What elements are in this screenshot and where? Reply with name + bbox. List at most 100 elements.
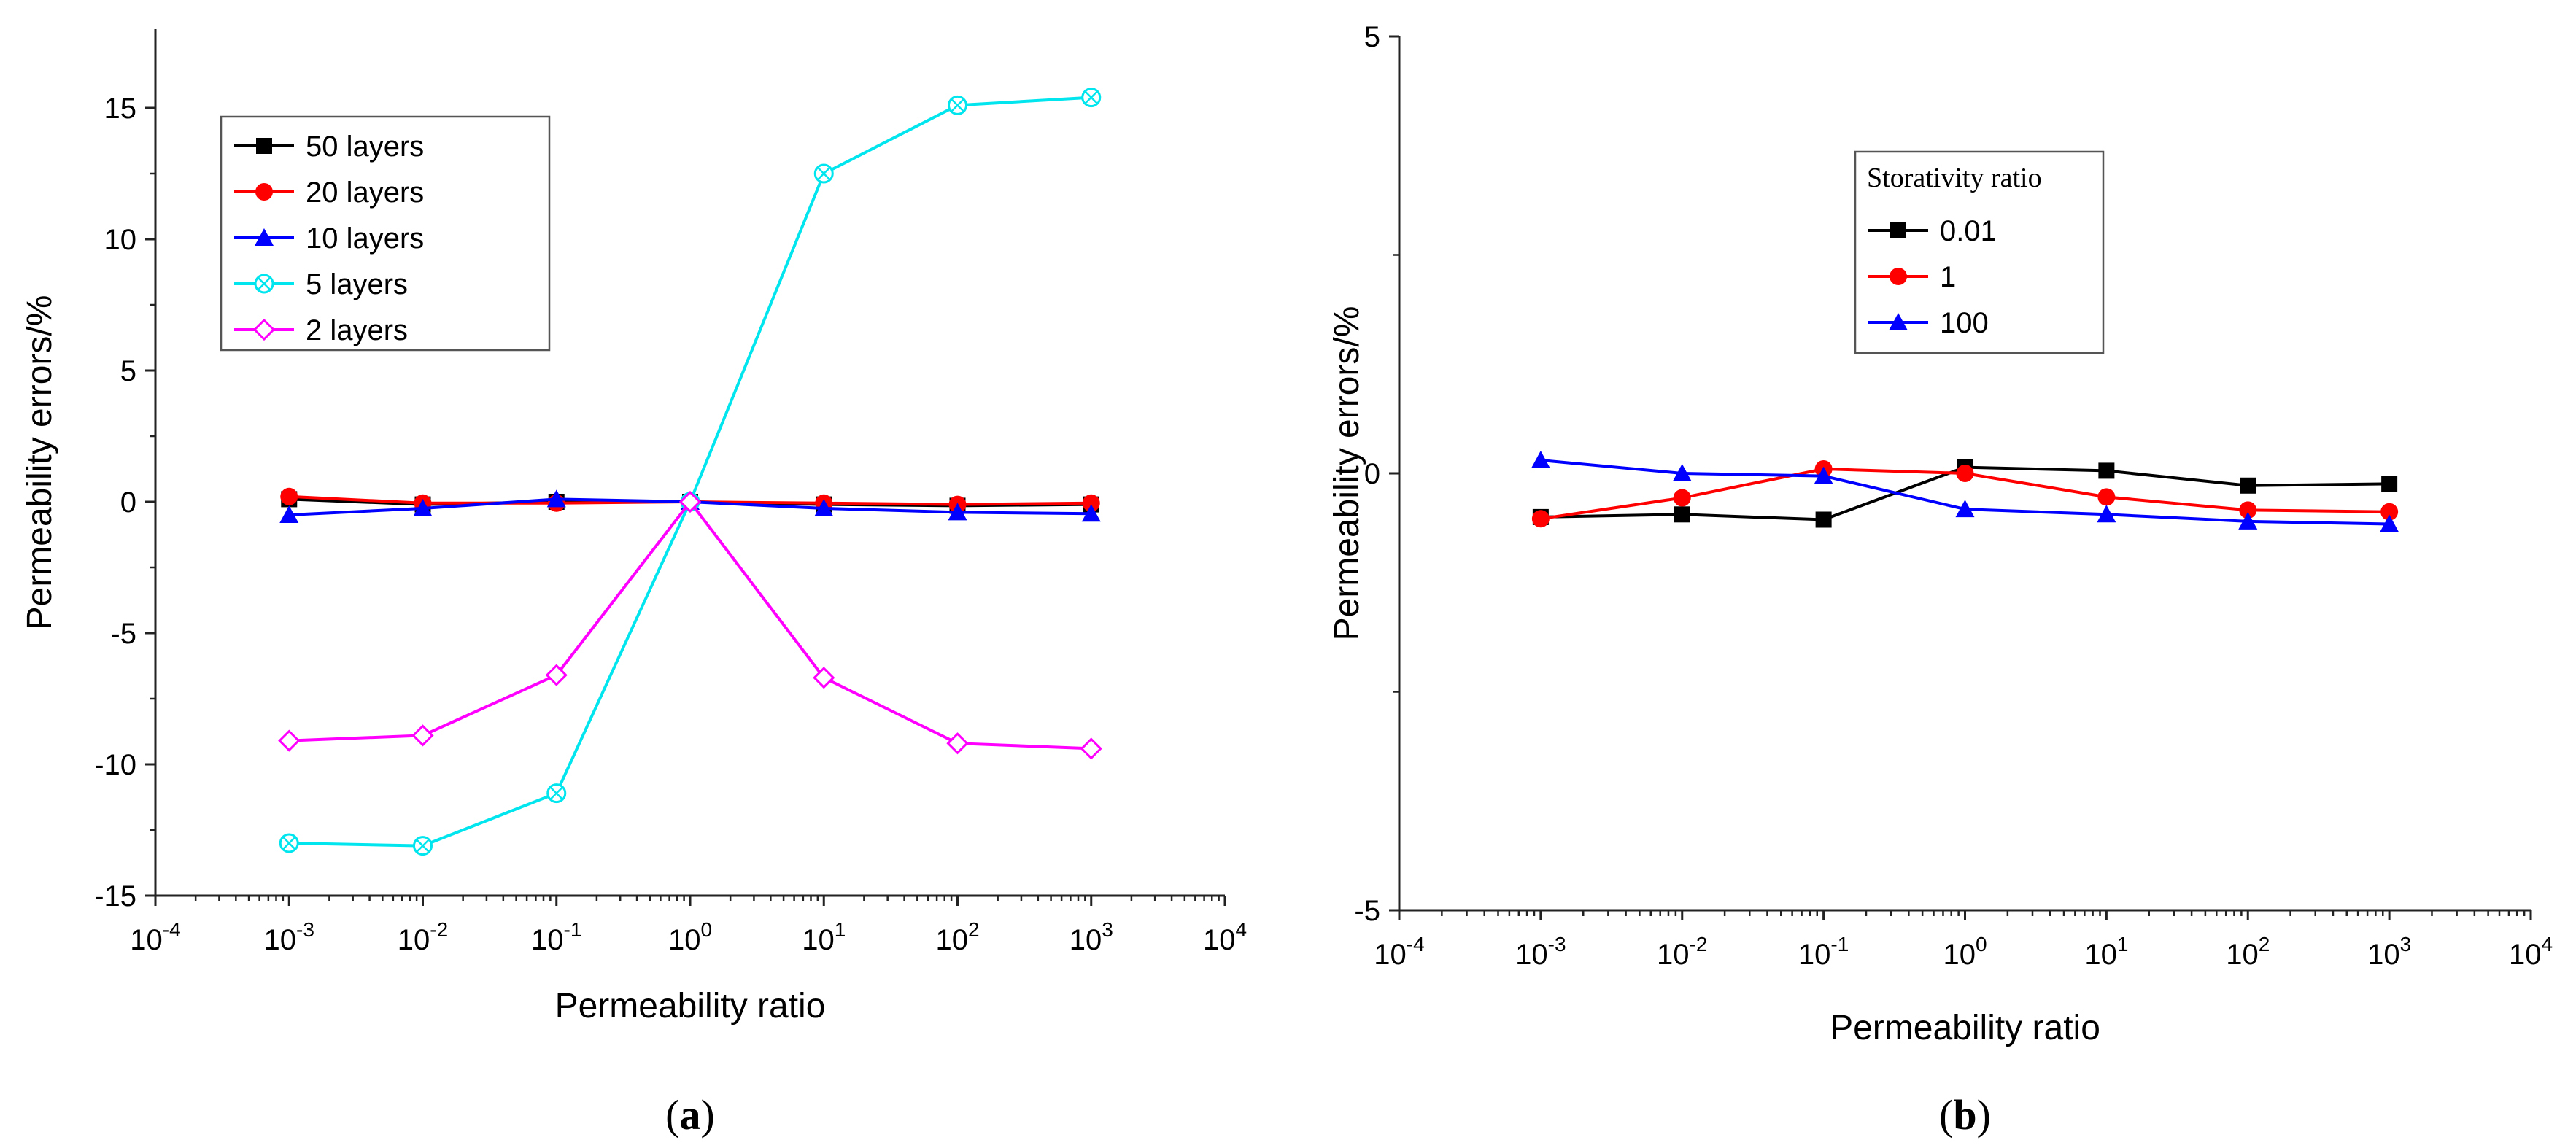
- x-tick-label: 104: [2509, 933, 2553, 971]
- chart-panel-a: 10-4 10-3 10-2 10-1 100 101 102 103 104-15-10-50…: [20, 29, 1247, 1139]
- x-tick-label: 100: [668, 918, 712, 956]
- y-tick-label: 5: [1364, 21, 1380, 53]
- panel-label: (a): [665, 1091, 715, 1139]
- x-tick-label: 101: [802, 918, 846, 956]
- data-point: [678, 490, 702, 513]
- x-tick-label: 10-2: [398, 918, 448, 956]
- y-tick-label: 15: [104, 93, 137, 125]
- x-tick-exponent: 0: [700, 918, 712, 941]
- data-point: [279, 505, 299, 523]
- legend-label: 20 layers: [306, 177, 424, 209]
- legend-marker: [254, 274, 274, 294]
- x-tick-label: 100: [1943, 933, 1987, 971]
- data-point: [2239, 501, 2257, 519]
- data-point: [948, 503, 967, 521]
- data-point: [1673, 489, 1691, 507]
- legend-label: 5 layers: [306, 268, 408, 300]
- data-point: [2238, 511, 2258, 530]
- data-point: [1531, 510, 1550, 528]
- panel-label-paren-open: (: [1939, 1091, 1953, 1139]
- x-tick-exponent: 4: [1235, 918, 1247, 941]
- data-point: [1814, 466, 1833, 484]
- y-tick-label: 0: [120, 486, 136, 519]
- data-point: [1081, 504, 1101, 522]
- x-tick-exponent: -3: [1548, 933, 1566, 955]
- data-point: [413, 499, 433, 516]
- y-axis-title: Permeability errors/%: [1328, 306, 1366, 641]
- data-point: [2097, 488, 2116, 506]
- x-tick-base: 10: [1070, 924, 1102, 956]
- legend-marker: [256, 138, 272, 154]
- x-tick-label: 103: [2367, 933, 2411, 971]
- data-point-cross-b: [951, 98, 964, 112]
- data-point: [1531, 451, 1550, 469]
- x-tick-base: 10: [2367, 939, 2400, 971]
- y-tick-label: 0: [1364, 458, 1380, 490]
- x-tick-exponent: 0: [1976, 933, 1987, 955]
- data-point: [2381, 476, 2398, 492]
- panel-label-paren-close: ): [701, 1091, 715, 1139]
- data-point-cross-b: [416, 839, 430, 853]
- y-tick-label: 10: [104, 224, 137, 256]
- x-tick-exponent: 2: [968, 918, 980, 941]
- data-point: [2097, 505, 2116, 523]
- y-tick-label: -10: [94, 749, 136, 781]
- x-tick-base: 10: [2084, 939, 2117, 971]
- x-tick-label: 104: [1203, 918, 1247, 956]
- x-tick-label: 102: [2226, 933, 2270, 971]
- x-tick-label: 10-4: [1374, 933, 1424, 971]
- x-tick-label: 102: [935, 918, 979, 956]
- legend-marker: [255, 183, 273, 201]
- y-tick-label: 5: [120, 355, 136, 387]
- legend-marker: [1890, 268, 1907, 285]
- data-point: [1672, 464, 1692, 481]
- legend: Storativity ratio 0.01 1 100: [1854, 150, 2105, 354]
- data-point-cross-b: [549, 786, 564, 800]
- x-tick-base: 10: [1943, 939, 1976, 971]
- data-point: [1082, 494, 1100, 512]
- panel-label-letter: b: [1953, 1091, 1976, 1139]
- series-1: [1531, 460, 2399, 528]
- x-axis-title: Permeability ratio: [555, 987, 826, 1025]
- legend-label: 10 layers: [306, 222, 424, 255]
- legend-label: 0.01: [1940, 215, 1997, 247]
- data-point: [946, 732, 969, 755]
- data-point-cross-b: [282, 836, 296, 850]
- data-point: [814, 499, 834, 516]
- legend-item: 5 layers: [234, 268, 408, 300]
- data-point: [813, 667, 835, 689]
- x-tick-exponent: 4: [2541, 933, 2553, 955]
- x-tick-base: 10: [1374, 939, 1407, 971]
- series-2-layers: [278, 490, 1102, 760]
- legend-marker: [252, 318, 276, 341]
- data-point: [2240, 477, 2256, 494]
- x-tick-label: 10-1: [1798, 933, 1849, 971]
- x-tick-exponent: -1: [564, 918, 582, 941]
- x-tick-exponent: -4: [163, 918, 181, 941]
- series-100: [1531, 451, 2399, 532]
- legend-item: 0.01: [1868, 215, 1997, 247]
- data-point: [278, 729, 301, 752]
- data-point: [1815, 511, 1832, 528]
- x-tick-base: 10: [668, 924, 701, 956]
- y-tick-label: -5: [110, 618, 136, 650]
- legend-marker: [1890, 222, 1906, 238]
- x-tick-label: 10-4: [130, 918, 180, 956]
- y-tick-label: -15: [94, 880, 136, 912]
- legend-item: 50 layers: [234, 131, 424, 163]
- data-point: [1080, 737, 1102, 760]
- x-tick-label: 10-1: [531, 918, 581, 956]
- data-point-cross-b: [816, 166, 831, 181]
- data-point: [1955, 500, 1975, 518]
- x-tick-exponent: -2: [1690, 933, 1708, 955]
- data-point: [280, 487, 298, 505]
- legend-title: Storativity ratio: [1867, 163, 2042, 193]
- x-tick-label: 10-2: [1657, 933, 1707, 971]
- panel-label-letter: a: [680, 1091, 701, 1139]
- x-tick-base: 10: [935, 924, 968, 956]
- x-tick-base: 10: [2509, 939, 2542, 971]
- legend-item: 100: [1868, 307, 1989, 339]
- legend: 50 layers 20 layers 10 layers 5 layers 2 lay…: [220, 115, 551, 352]
- data-point: [2380, 503, 2399, 521]
- x-tick-exponent: 1: [835, 918, 846, 941]
